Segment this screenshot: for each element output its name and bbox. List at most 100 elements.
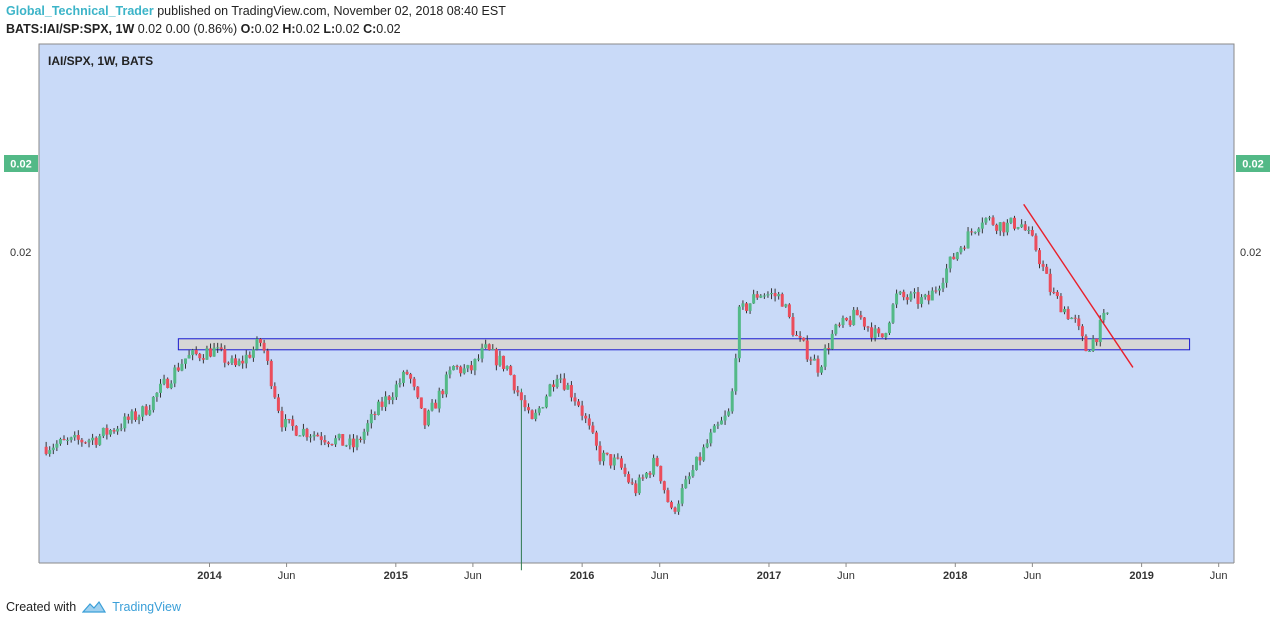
candle-up: [705, 443, 709, 448]
candle-up: [255, 338, 259, 350]
candle-up: [987, 217, 991, 219]
candle-up: [923, 294, 927, 298]
candle-up: [55, 443, 59, 448]
tradingview-brand[interactable]: TradingView: [82, 600, 181, 614]
candle-down: [623, 467, 627, 475]
candle-down: [409, 374, 413, 379]
x-tick-label: Jun: [837, 570, 855, 582]
candle-up: [462, 368, 466, 374]
candle-up: [973, 232, 977, 234]
candle-down: [1059, 296, 1063, 313]
candle-down: [877, 328, 881, 334]
candle-down: [648, 472, 652, 475]
candle-down: [1080, 326, 1084, 337]
candle-down: [616, 457, 620, 459]
candle-down: [795, 335, 799, 337]
x-axis-ticks: 2014 Jun 2015 Jun 2016 Jun 2017 Jun 2018 Jun 2019 J…: [197, 563, 1228, 582]
right-axis-bg: [1234, 44, 1274, 563]
candle-up: [480, 347, 484, 359]
author-link[interactable]: Global_Technical_Trader: [6, 4, 154, 18]
candle-up: [1009, 217, 1013, 223]
candle-up: [391, 397, 395, 401]
candle-down: [837, 324, 841, 326]
candle-up: [191, 349, 195, 356]
candle-up: [727, 411, 731, 416]
candle-up: [691, 470, 695, 477]
candle-down: [845, 317, 849, 321]
candle-up: [216, 347, 220, 349]
candle-down: [219, 347, 223, 350]
candle-down: [562, 378, 566, 390]
candle-down: [619, 458, 623, 468]
candle-up: [937, 288, 941, 291]
x-tick-label: 2017: [757, 570, 781, 582]
candle-up: [244, 354, 248, 364]
candle-up: [284, 419, 288, 428]
left-price-badge: [4, 155, 38, 172]
candle-down: [1048, 273, 1052, 292]
candle-down: [1023, 224, 1027, 231]
x-tick-label: 2016: [570, 570, 594, 582]
x-tick-label: 2018: [943, 570, 967, 582]
candle-up: [955, 252, 959, 260]
low-value: 0.02: [335, 22, 360, 36]
candle-up: [694, 456, 698, 471]
candle-down: [1038, 250, 1042, 265]
candle-down: [798, 336, 802, 338]
candle-down: [862, 317, 866, 327]
candle-up: [873, 328, 877, 338]
x-tick-label: 2015: [384, 570, 408, 582]
candle-down: [666, 490, 670, 503]
x-tick-label: Jun: [1210, 570, 1228, 582]
candle-up: [498, 355, 502, 366]
candle-down: [144, 406, 148, 415]
candle-up: [1020, 224, 1024, 228]
candle-up: [312, 434, 316, 437]
candle-up: [130, 411, 134, 420]
candle-down: [387, 396, 391, 401]
candle-up: [158, 383, 162, 393]
support-zone: [177, 338, 1191, 351]
candle-down: [669, 502, 673, 508]
left-price-badge-text: 0.02: [10, 159, 31, 171]
left-axis-label: 0.02: [10, 247, 31, 259]
candle-down: [112, 429, 116, 432]
candle-down: [1073, 317, 1077, 319]
candle-up: [930, 290, 934, 301]
tradingview-logo-icon: [82, 600, 107, 613]
candle-down: [552, 384, 556, 387]
candle-down: [94, 437, 98, 445]
candle-up: [205, 348, 209, 360]
candle-up: [394, 384, 398, 398]
trendline: [1023, 203, 1134, 368]
candle-up: [555, 378, 559, 387]
candle-up: [162, 378, 166, 384]
candle-up: [884, 333, 888, 338]
candle-up: [451, 365, 455, 371]
published-text: published on TradingView.com, November 0…: [157, 4, 506, 18]
candle-down: [855, 309, 859, 316]
candle-up: [98, 436, 102, 445]
candle-up: [534, 412, 538, 420]
candle-down: [262, 342, 266, 351]
tradingview-brand-label: TradingView: [112, 600, 181, 614]
candle-down: [587, 418, 591, 426]
candle-down: [995, 224, 999, 231]
candle-up: [448, 370, 452, 375]
candle-up: [66, 439, 70, 441]
candle-up: [941, 282, 945, 289]
candle-down: [133, 411, 137, 420]
candle-down: [991, 217, 995, 225]
candle-down: [287, 419, 291, 421]
candle-up: [770, 293, 774, 295]
candle-up: [1016, 227, 1020, 229]
candle-down: [198, 353, 202, 359]
candle-down: [745, 303, 749, 311]
candle-down: [698, 456, 702, 461]
candle-down: [294, 425, 298, 436]
candle-down: [469, 365, 473, 371]
candle-down: [62, 438, 66, 441]
candle-down: [105, 427, 109, 435]
candle-down: [241, 360, 245, 364]
